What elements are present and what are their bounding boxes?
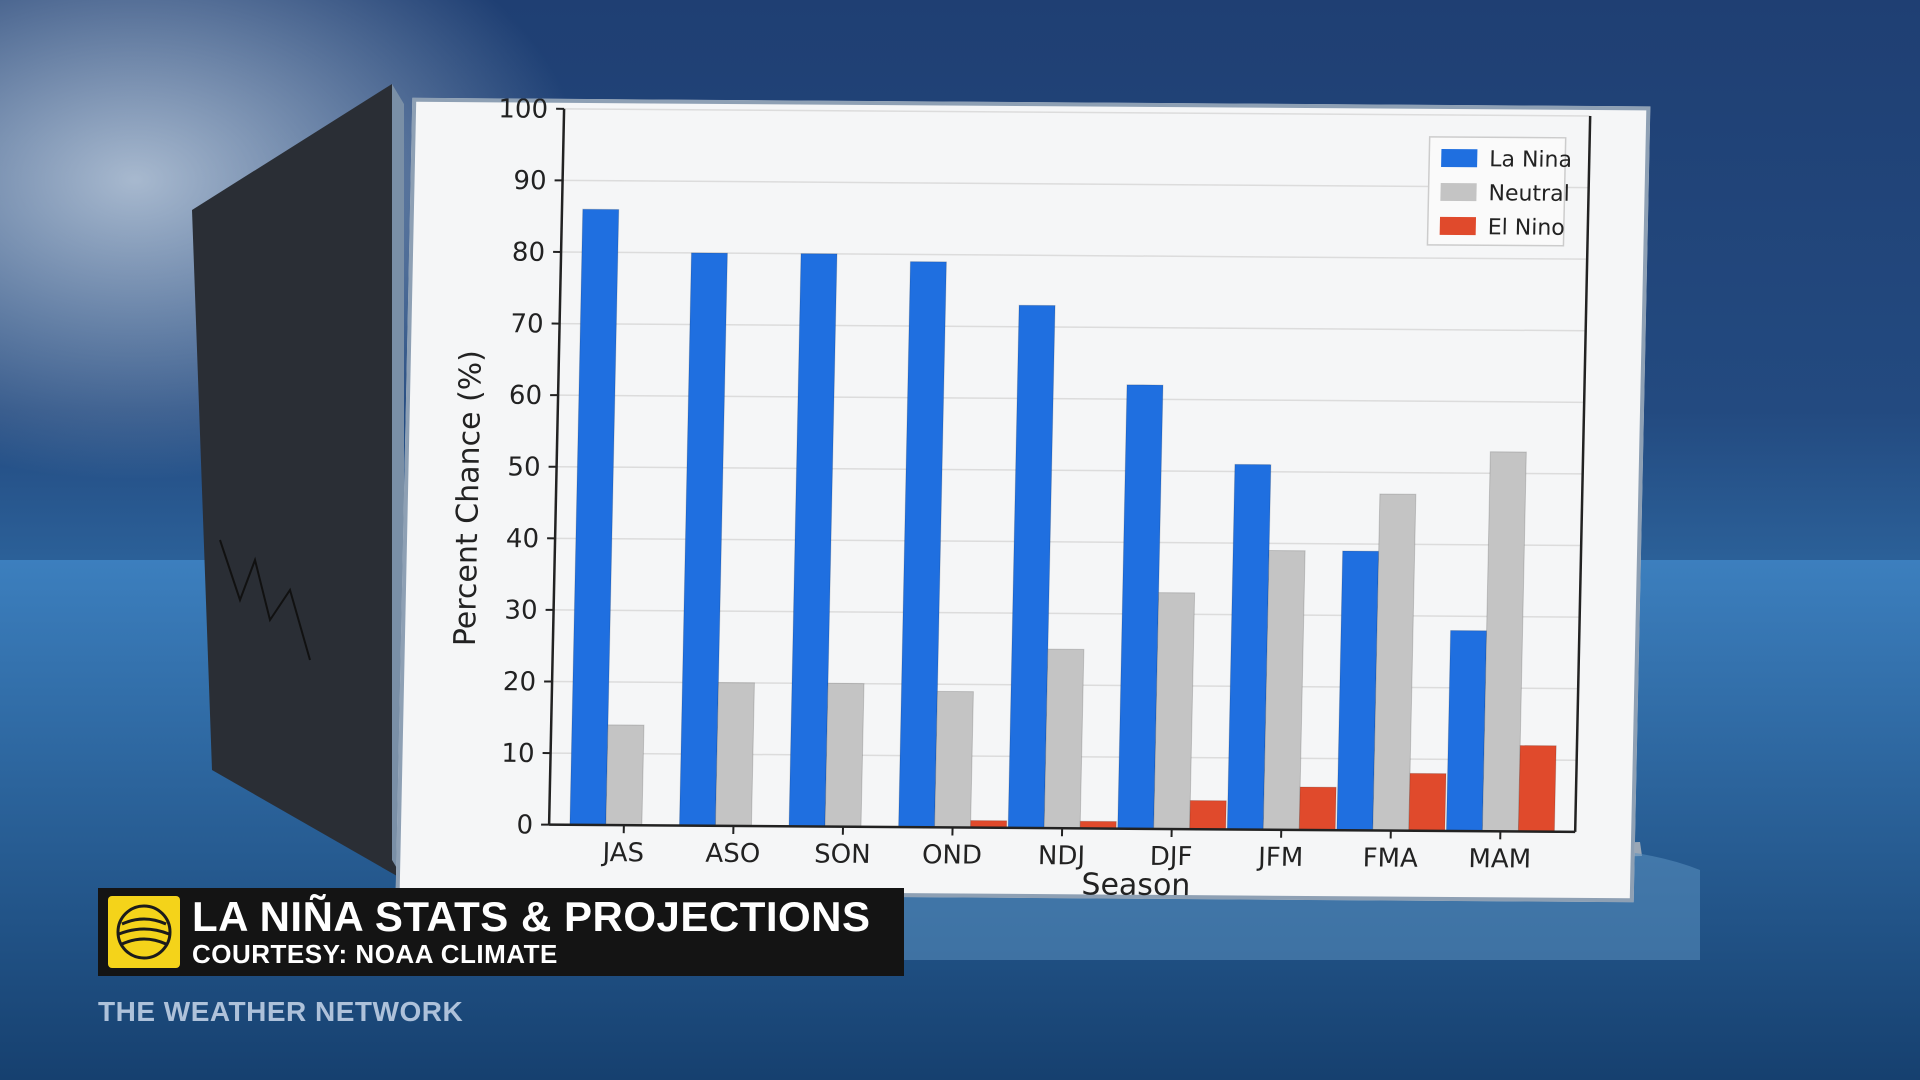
bar-chart: 0 10 20 30 40 50 60 70 80 90 100 JAS ASO SON OND NDJ DJF… bbox=[395, 97, 1651, 903]
gridline bbox=[556, 465, 1583, 475]
caption-subtitle: COURTESY: NOAA CLIMATE bbox=[192, 939, 558, 969]
gridline bbox=[561, 251, 1588, 260]
network-watermark: THE WEATHER NETWORK bbox=[98, 996, 464, 1027]
bar-la-nina-mam bbox=[1445, 629, 1488, 832]
weather-network-logo-icon bbox=[108, 896, 180, 968]
x-tick-label: NDJ bbox=[1038, 841, 1086, 871]
y-tick-label: 60 bbox=[509, 381, 543, 411]
bar-el-nino-mam bbox=[1517, 745, 1557, 833]
legend-label: El Nino bbox=[1488, 215, 1566, 241]
x-tick-label: JFM bbox=[1256, 843, 1304, 873]
x-tick-label: MAM bbox=[1468, 844, 1531, 874]
bar-neutral-aso bbox=[714, 682, 755, 827]
x-tick-label: OND bbox=[922, 840, 983, 870]
x-tick-label: DJF bbox=[1149, 842, 1192, 872]
bar-neutral-son bbox=[824, 682, 865, 828]
legend-label: La Nina bbox=[1489, 147, 1572, 173]
y-tick-label: 90 bbox=[513, 166, 547, 196]
y-tick-label: 50 bbox=[507, 452, 541, 482]
bar-el-nino-jfm bbox=[1298, 786, 1337, 831]
legend-label: Neutral bbox=[1488, 181, 1570, 207]
bar-la-nina-fma bbox=[1336, 550, 1380, 831]
y-tick-label: 40 bbox=[506, 524, 540, 554]
bars bbox=[569, 208, 1557, 833]
legend-swatch bbox=[1441, 148, 1478, 168]
y-tick-label: 70 bbox=[510, 309, 544, 339]
gridline bbox=[562, 179, 1589, 189]
side-graph-trace bbox=[219, 539, 311, 661]
caption-title: LA NIÑA STATS & PROJECTIONS bbox=[192, 893, 871, 940]
bar-neutral-djf bbox=[1153, 592, 1196, 830]
x-tick-label: ASO bbox=[705, 839, 760, 869]
y-tick-label: 10 bbox=[501, 739, 535, 769]
bar-neutral-ond bbox=[934, 690, 974, 829]
gridline bbox=[558, 394, 1585, 404]
bar-neutral-jfm bbox=[1262, 549, 1306, 831]
bar-neutral-jas bbox=[605, 724, 645, 826]
y-tick-label: 80 bbox=[512, 238, 546, 268]
y-tick-label: 0 bbox=[516, 810, 533, 840]
gridline bbox=[559, 322, 1586, 332]
lower-third-caption: LA NIÑA STATS & PROJECTIONS COURTESY: NO… bbox=[98, 888, 904, 976]
dark-side-face bbox=[192, 84, 404, 880]
x-axis-title: Season bbox=[1081, 867, 1191, 902]
bar-el-nino-djf bbox=[1189, 800, 1227, 830]
y-tick-label: 20 bbox=[503, 667, 537, 697]
bar-el-nino-fma bbox=[1408, 772, 1447, 832]
y-axis-title: Percent Chance (%) bbox=[448, 350, 489, 646]
x-tick-label: FMA bbox=[1362, 843, 1418, 873]
chart-panel: 0 10 20 30 40 50 60 70 80 90 100 JAS ASO SON OND NDJ DJF… bbox=[395, 97, 1651, 903]
x-tick-label: SON bbox=[814, 840, 871, 870]
legend-swatch bbox=[1439, 216, 1477, 236]
legend-swatch bbox=[1440, 182, 1477, 202]
gridline bbox=[564, 108, 1591, 117]
y-tick-label: 100 bbox=[498, 98, 548, 125]
y-axis-line bbox=[547, 108, 566, 825]
y-tick-label: 30 bbox=[504, 596, 538, 626]
legend: La Nina Neutral El Nino bbox=[1426, 136, 1572, 247]
axes: 0 10 20 30 40 50 60 70 80 90 100 JAS ASO SON OND NDJ DJF… bbox=[498, 98, 1592, 875]
bar-neutral-ndj bbox=[1043, 648, 1085, 829]
right-axis-line bbox=[1573, 115, 1592, 832]
x-tick-label: JAS bbox=[600, 838, 644, 868]
